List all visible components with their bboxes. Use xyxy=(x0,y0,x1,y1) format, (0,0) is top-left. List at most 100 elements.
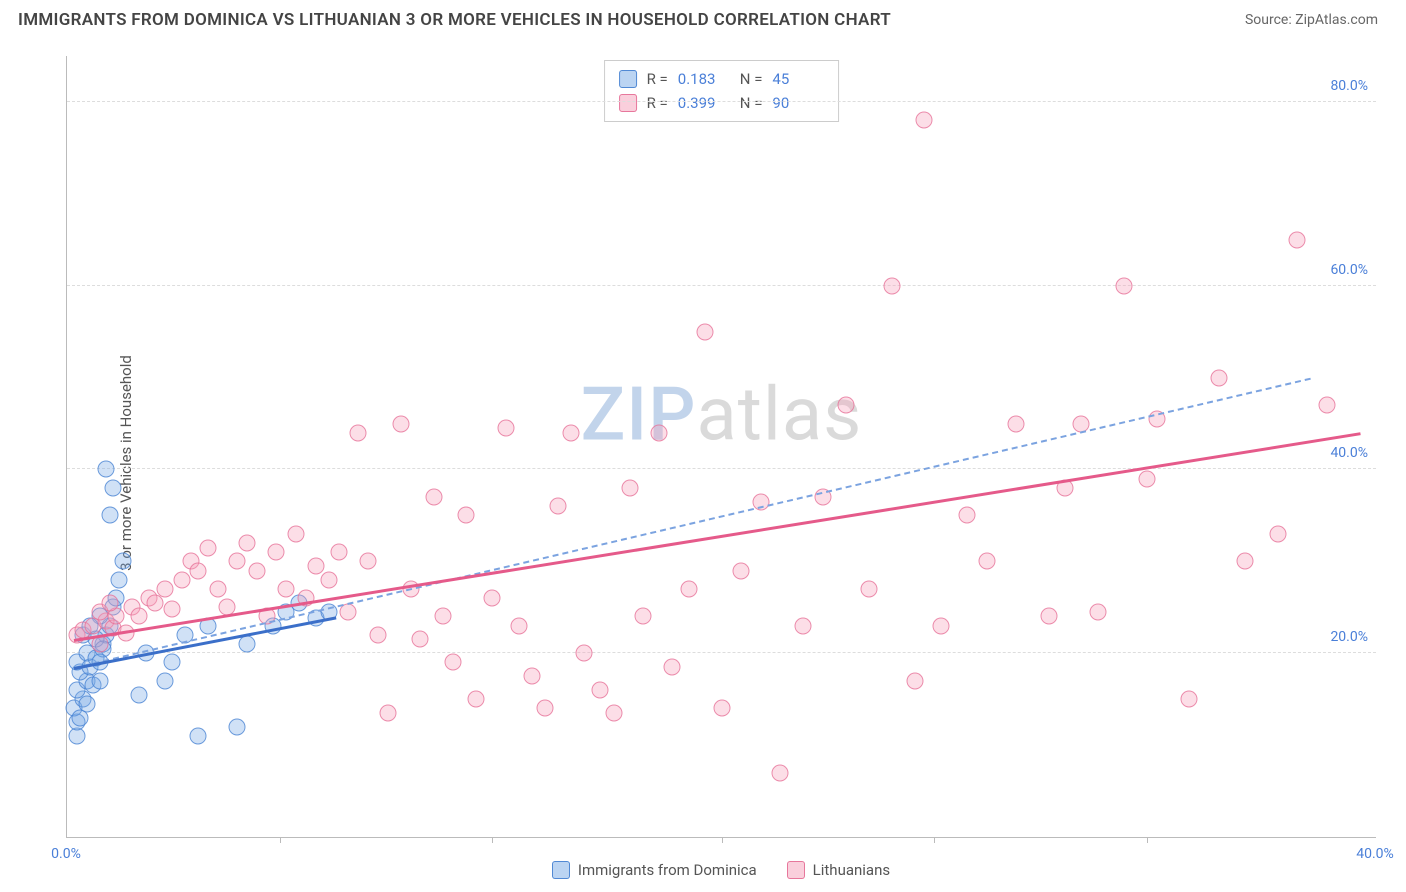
x-tick xyxy=(280,837,281,843)
source-name: ZipAtlas.com xyxy=(1295,12,1378,28)
scatter-point xyxy=(510,617,527,634)
scatter-point xyxy=(98,461,115,478)
source-prefix: Source: xyxy=(1245,12,1295,28)
scatter-point xyxy=(837,397,854,414)
legend-label-lithuanians: Lithuanians xyxy=(813,861,890,879)
scatter-point xyxy=(278,580,295,597)
scatter-point xyxy=(209,580,226,597)
scatter-point xyxy=(1318,397,1335,414)
regression-line xyxy=(73,433,1360,643)
x-tick xyxy=(722,837,723,843)
scatter-point xyxy=(435,608,452,625)
scatter-point xyxy=(163,654,180,671)
scatter-point xyxy=(772,764,789,781)
x-tick xyxy=(1147,837,1148,843)
regression-line xyxy=(73,378,1310,669)
x-tick xyxy=(934,837,935,843)
scatter-point xyxy=(1089,603,1106,620)
scatter-point xyxy=(157,580,174,597)
scatter-point xyxy=(238,636,255,653)
scatter-point xyxy=(350,424,367,441)
scatter-point xyxy=(104,479,121,496)
scatter-point xyxy=(592,682,609,699)
n-value-dominica: 45 xyxy=(772,67,824,91)
scatter-point xyxy=(958,507,975,524)
scatter-point xyxy=(189,727,206,744)
scatter-point xyxy=(369,626,386,643)
scatter-point xyxy=(173,571,190,588)
scatter-point xyxy=(392,415,409,432)
n-label: N = xyxy=(740,67,763,91)
y-tick-label: 60.0% xyxy=(1330,262,1368,278)
gridline-h xyxy=(67,101,1376,102)
scatter-point xyxy=(484,590,501,607)
watermark-suffix: atlas xyxy=(696,372,862,459)
scatter-point xyxy=(932,617,949,634)
scatter-point xyxy=(1008,415,1025,432)
scatter-point xyxy=(101,594,118,611)
chart-container: 3 or more Vehicles in Household ZIPatlas… xyxy=(18,42,1388,884)
scatter-point xyxy=(978,553,995,570)
scatter-point xyxy=(697,323,714,340)
scatter-point xyxy=(713,700,730,717)
scatter-point xyxy=(795,617,812,634)
stats-legend-box: R = 0.183 N = 45 R = 0.399 N = 90 xyxy=(604,60,840,122)
r-label: R = xyxy=(647,67,668,91)
scatter-point xyxy=(288,525,305,542)
scatter-point xyxy=(1269,525,1286,542)
scatter-point xyxy=(733,562,750,579)
r-value-dominica: 0.183 xyxy=(678,67,730,91)
scatter-point xyxy=(1181,691,1198,708)
scatter-point xyxy=(906,672,923,689)
scatter-point xyxy=(664,659,681,676)
scatter-point xyxy=(229,553,246,570)
watermark: ZIPatlas xyxy=(581,372,863,459)
y-tick-label: 80.0% xyxy=(1330,78,1368,94)
scatter-point xyxy=(78,695,95,712)
scatter-point xyxy=(189,562,206,579)
x-tick-label: 0.0% xyxy=(51,846,81,862)
scatter-point xyxy=(199,539,216,556)
n-label: N = xyxy=(740,91,763,115)
scatter-point xyxy=(163,601,180,618)
scatter-point xyxy=(130,686,147,703)
source-attribution: Source: ZipAtlas.com xyxy=(1245,12,1378,28)
scatter-point xyxy=(523,668,540,685)
scatter-point xyxy=(268,544,285,561)
scatter-point xyxy=(680,580,697,597)
stats-row-lithuanians: R = 0.399 N = 90 xyxy=(619,91,825,115)
scatter-point xyxy=(497,420,514,437)
scatter-point xyxy=(916,112,933,129)
legend-label-dominica: Immigrants from Dominica xyxy=(578,861,757,879)
scatter-point xyxy=(91,672,108,689)
scatter-point xyxy=(1116,277,1133,294)
bottom-legend: Immigrants from Dominica Lithuanians xyxy=(66,856,1376,884)
scatter-point xyxy=(412,631,429,648)
scatter-point xyxy=(425,489,442,506)
scatter-point xyxy=(157,672,174,689)
scatter-point xyxy=(360,553,377,570)
n-value-lithuanians: 90 xyxy=(772,91,824,115)
scatter-point xyxy=(111,571,128,588)
legend-item-dominica: Immigrants from Dominica xyxy=(552,861,757,879)
stats-row-dominica: R = 0.183 N = 45 xyxy=(619,67,825,91)
scatter-point xyxy=(1210,369,1227,386)
scatter-point xyxy=(576,645,593,662)
r-label: R = xyxy=(647,91,668,115)
chart-header: IMMIGRANTS FROM DOMINICA VS LITHUANIAN 3… xyxy=(0,0,1406,38)
scatter-point xyxy=(1237,553,1254,570)
scatter-point xyxy=(651,424,668,441)
scatter-point xyxy=(379,704,396,721)
x-tick-label: 40.0% xyxy=(1356,846,1394,862)
x-tick xyxy=(492,837,493,843)
swatch-pink-icon xyxy=(787,861,805,879)
scatter-point xyxy=(1289,231,1306,248)
scatter-point xyxy=(621,479,638,496)
scatter-point xyxy=(1138,470,1155,487)
swatch-pink-icon xyxy=(619,94,637,112)
scatter-point xyxy=(445,654,462,671)
plot-area: ZIPatlas R = 0.183 N = 45 R = 0.399 N = … xyxy=(66,56,1376,838)
scatter-point xyxy=(468,691,485,708)
scatter-point xyxy=(536,700,553,717)
scatter-point xyxy=(458,507,475,524)
